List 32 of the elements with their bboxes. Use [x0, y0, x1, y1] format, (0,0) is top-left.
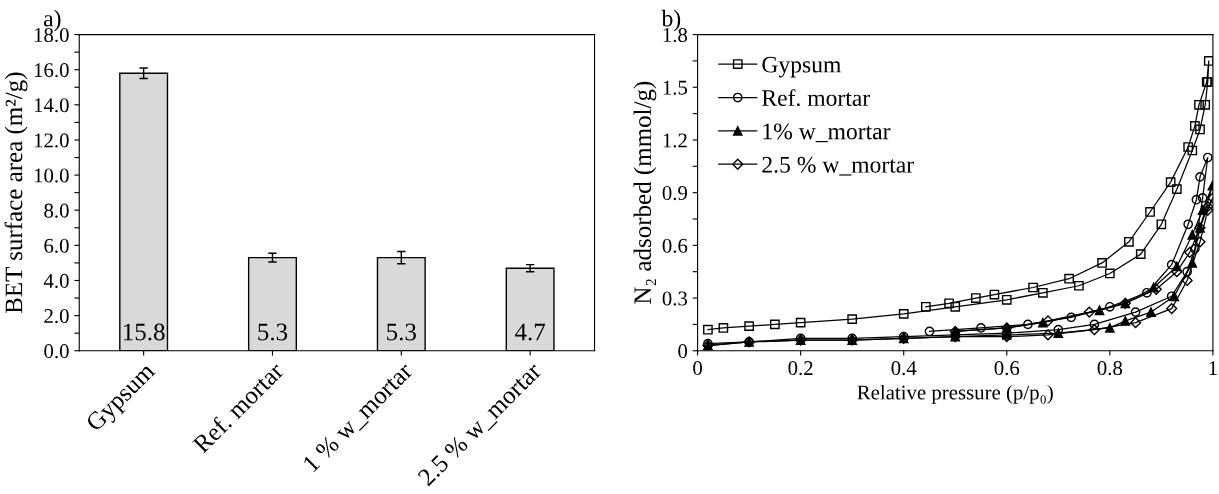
y-tick-label: 6.0 [44, 238, 69, 253]
data-label: 5.3 [258, 323, 288, 341]
y-tick-label: 0.9 [662, 186, 688, 201]
legend-label: 2.5 % w_mortar [762, 156, 914, 176]
y-axis-title: N₂ adsorbed (mmol/g) [633, 81, 657, 304]
y-tick-label: 10.0 [34, 168, 69, 183]
y-tick-label: 0.3 [662, 291, 688, 306]
legend-label: Ref. mortar [762, 89, 870, 107]
y-tick-label: 14.0 [34, 98, 69, 113]
x-tick-label: 0.2 [788, 361, 813, 376]
x-tick-label: 0.8 [1097, 361, 1123, 376]
y-tick-label: 0 [678, 344, 688, 359]
x-axis-title: Relative pressure (p/p₀) [857, 384, 1053, 404]
y-tick-label: 0.0 [44, 344, 69, 359]
data-label: 15.8 [123, 323, 165, 341]
y-tick-label: 12.0 [34, 133, 69, 148]
y-tick-label: 2.0 [44, 308, 69, 324]
y-tick-label: 8.0 [44, 203, 69, 218]
y-axis-title: BET surface area (m²/g) [4, 72, 28, 314]
x-tick-label: 0.6 [994, 361, 1020, 376]
y-tick-label: 0.6 [662, 238, 688, 253]
y-tick-label: 4.0 [43, 273, 69, 289]
x-tick-label: 0 [693, 361, 703, 376]
y-tick-label: 1.5 [663, 80, 688, 95]
legend-label: Gypsum [762, 56, 841, 78]
data-label: 5.3 [387, 323, 416, 341]
data-label: 4.7 [514, 323, 546, 341]
legend-label: 1% w_mortar [763, 123, 891, 143]
x-tick-label: 0.4 [891, 361, 917, 376]
y-tick-label: 1.2 [663, 133, 687, 148]
x-tick-label: 1 [1209, 361, 1217, 375]
y-tick-label: 16.0 [34, 63, 69, 78]
